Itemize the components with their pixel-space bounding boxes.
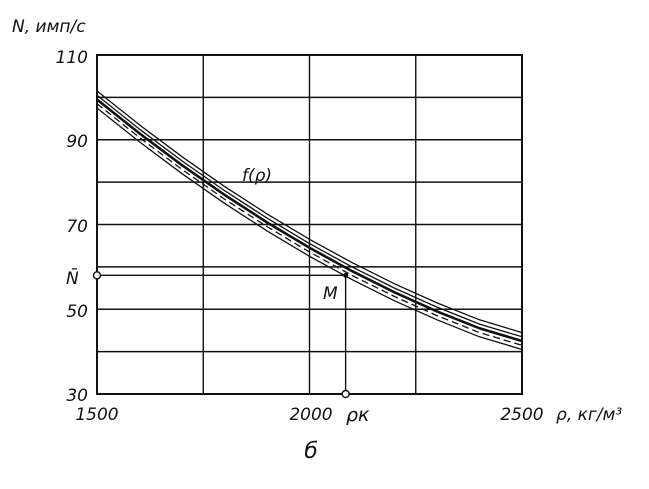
series-line-2 [96, 94, 523, 338]
grid [96, 54, 523, 395]
marker-circle-y [92, 271, 102, 280]
marker-x-label: ρк [346, 404, 370, 426]
marker-circle-x [341, 389, 350, 399]
curve-label: f(ρ) [242, 166, 272, 186]
x-tick-label: 1500 [75, 405, 118, 425]
series-line-1 [96, 90, 523, 334]
y-tick-label: 30 [66, 386, 88, 406]
series-line-4 [96, 103, 523, 346]
curves [96, 90, 523, 351]
x-tick-label: 2000 [289, 405, 332, 425]
y-tick-label: 110 [56, 48, 88, 68]
series-line-5 [96, 107, 523, 351]
y-tick-label: 50 [66, 302, 88, 322]
subfigure-label: б [304, 439, 318, 464]
x-tick-label: 2500 [500, 405, 543, 425]
point-label: M [323, 284, 338, 304]
y-tick-label: 70 [66, 217, 88, 237]
markers [92, 271, 350, 399]
marker-point [343, 272, 349, 278]
marker-y-label: N̄ [66, 267, 79, 289]
x-axis-label: ρ, кг/м³ [556, 405, 622, 425]
y-tick-label: 90 [66, 132, 88, 152]
series-line-3 [96, 98, 523, 343]
y-axis-label: N, имп/с [12, 17, 86, 37]
